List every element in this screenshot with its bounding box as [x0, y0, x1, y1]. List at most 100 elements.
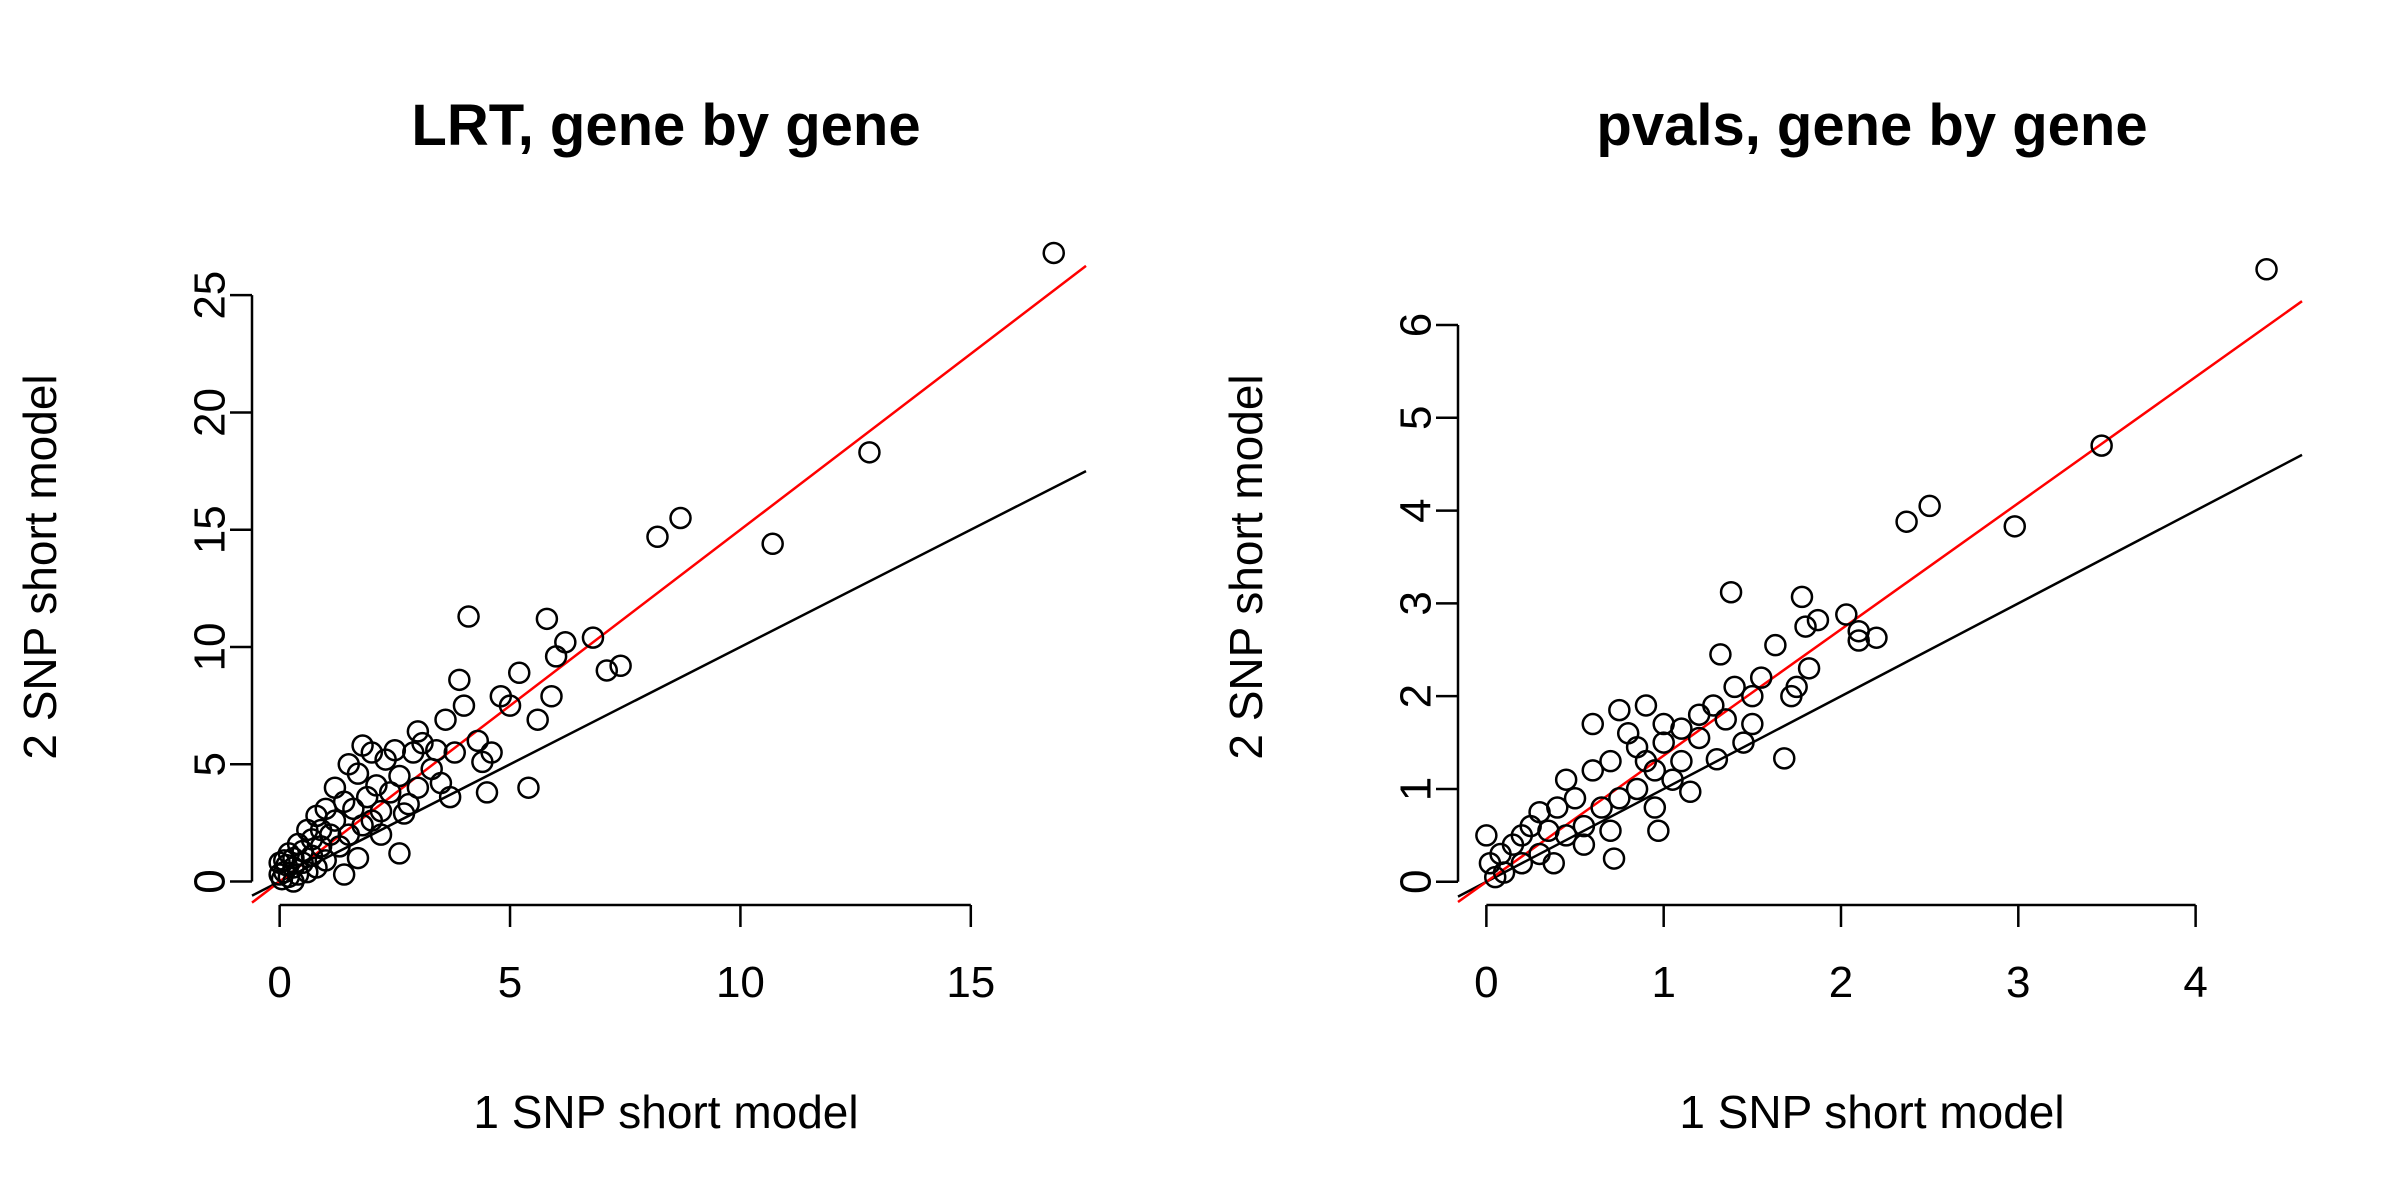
lrt-y-tick-label: 10	[186, 623, 235, 672]
lrt-lines	[251, 264, 1087, 904]
pvals-data-point	[1797, 657, 1821, 680]
lrt-data-point	[420, 757, 443, 781]
lrt-y-tick-label: 25	[186, 271, 235, 320]
pvals-data-point	[1652, 731, 1675, 754]
lrt-data-point	[507, 661, 531, 685]
pvals-data-point	[1661, 768, 1684, 791]
pvals-y-tick-label: 1	[1392, 777, 1441, 801]
pvals-data-point	[1572, 833, 1596, 856]
pvals-lines	[1457, 300, 2303, 904]
lrt-data-point	[554, 631, 577, 654]
pvals-data-point	[1643, 796, 1667, 819]
lrt-title: LRT, gene by gene	[411, 93, 920, 158]
pvals-data-point	[1652, 712, 1675, 736]
pvals-data-point	[1478, 851, 1502, 875]
lrt-y-tick-label: 0	[186, 869, 235, 893]
lrt-x-ticks: 0 5 10 15	[267, 903, 995, 1007]
pvals-data-point	[1687, 726, 1711, 750]
pvals-reference-line	[1457, 453, 2303, 898]
pvals-data-point	[2003, 515, 2027, 538]
pvals-data-point	[1732, 731, 1755, 754]
pvals-data-point	[1581, 759, 1605, 782]
lrt-data-point	[369, 823, 393, 846]
pvals-y-tick-label: 0	[1392, 870, 1441, 894]
pvals-x-tick-label: 0	[1474, 958, 1498, 1007]
pvals-data-point	[1581, 712, 1605, 736]
pvals-data-point	[1590, 796, 1613, 819]
lrt-data-point	[406, 720, 430, 743]
pvals-y-tick-label: 6	[1392, 313, 1441, 337]
lrt-data-point	[669, 506, 692, 530]
lrt-fit-line	[251, 264, 1087, 904]
pvals-data-point	[1741, 712, 1764, 736]
pvals-y-axis-label: 2 SNP short model	[1220, 374, 1272, 759]
lrt-data-point	[392, 802, 416, 825]
lrt-data-point	[544, 645, 568, 668]
pvals-data-point	[1670, 749, 1693, 773]
lrt-data-point	[337, 753, 361, 776]
lrt-x-tick-label: 15	[946, 958, 995, 1007]
lrt-data-point	[323, 776, 347, 799]
pvals-x-axis-label: 1 SNP short model	[1679, 1086, 2064, 1138]
lrt-data-point	[471, 750, 494, 774]
pvals-data-point	[1749, 666, 1773, 689]
lrt-data-point	[517, 776, 540, 799]
lrt-data-point	[434, 708, 457, 731]
pvals-data-point	[1510, 851, 1534, 875]
lrt-data-point	[388, 842, 411, 865]
lrt-y-axis-label: 2 SNP short model	[14, 374, 66, 759]
lrt-data-point	[378, 781, 402, 804]
lrt-data-point	[466, 729, 490, 753]
pvals-data-point	[1679, 780, 1702, 804]
pvals-data-point	[1528, 842, 1551, 866]
lrt-data-point	[268, 851, 291, 875]
pvals-data-point	[1895, 510, 1918, 533]
pvals-data-point	[2090, 434, 2113, 457]
pvals-y-ticks: 0 1 2 3 4 5 6	[1392, 313, 1460, 894]
pvals-data-point	[1608, 787, 1631, 810]
pvals-data-point	[1599, 749, 1622, 773]
pvals-data-point	[1643, 759, 1667, 782]
pvals-title: pvals, gene by gene	[1596, 93, 2147, 158]
lrt-data-point	[526, 708, 549, 731]
lrt-x-axis-label: 1 SNP short model	[473, 1086, 858, 1138]
lrt-panel: LRT, gene by gene 1 SNP short model 2 SN…	[14, 93, 1087, 1138]
lrt-data-point	[475, 781, 499, 804]
lrt-data-point	[581, 626, 605, 649]
lrt-x-tick-label: 10	[716, 958, 765, 1007]
lrt-data-point	[452, 694, 476, 717]
pvals-data-point	[1475, 824, 1498, 847]
pvals-y-tick-label: 5	[1392, 406, 1441, 430]
lrt-data-point	[429, 771, 453, 795]
lrt-data-point	[609, 654, 632, 678]
pvals-data-point	[1790, 585, 1814, 609]
lrt-reference-line	[251, 469, 1087, 897]
pvals-data-point	[1741, 684, 1764, 708]
pvals-data-point	[1719, 580, 1743, 604]
pvals-data-point	[1835, 603, 1858, 626]
lrt-data-point	[540, 685, 563, 708]
lrt-data-point	[351, 734, 374, 757]
pvals-data-point	[1709, 643, 1732, 666]
pvals-data-point	[1847, 629, 1870, 652]
pvals-data-point	[1554, 768, 1578, 791]
lrt-data-point	[595, 659, 619, 682]
pvals-data-point	[1647, 819, 1670, 843]
lrt-data-point	[402, 741, 425, 764]
pvals-data-point	[1773, 747, 1796, 770]
pvals-data-point	[1602, 847, 1626, 870]
pvals-x-tick-label: 3	[2006, 958, 2030, 1007]
pvals-data-point	[1780, 684, 1803, 708]
lrt-data-point	[443, 741, 466, 764]
lrt-data-point	[858, 441, 881, 464]
pvals-x-tick-label: 2	[1829, 958, 1853, 1007]
pvals-data-point	[1542, 851, 1565, 875]
pvals-data-point	[1625, 735, 1649, 759]
pvals-points	[1475, 258, 2278, 889]
pvals-y-tick-label: 4	[1392, 498, 1441, 522]
pvals-data-point	[1705, 748, 1729, 771]
pvals-data-point	[1599, 819, 1622, 843]
lrt-data-point	[268, 863, 291, 886]
lrt-data-point	[1042, 241, 1065, 265]
